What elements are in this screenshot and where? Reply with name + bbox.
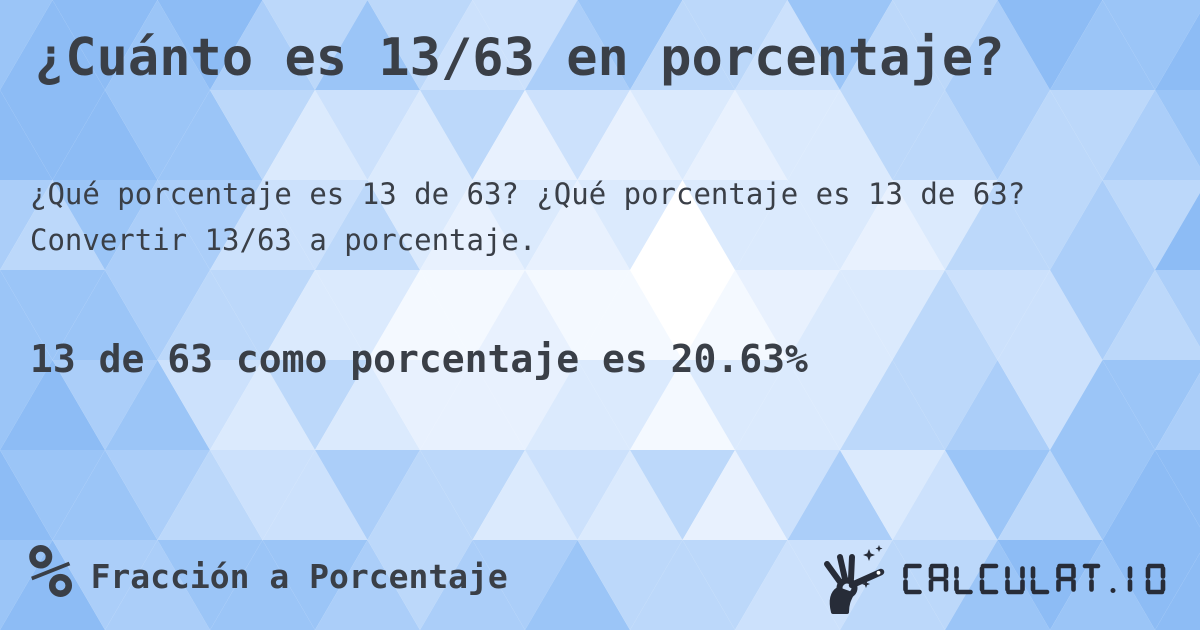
brand-logotype xyxy=(903,563,1166,595)
page-title: ¿Cuánto es 13/63 en porcentaje? xyxy=(34,28,1005,88)
percent-icon: % xyxy=(28,529,73,615)
category-label: Fracción a Porcentaje xyxy=(90,556,508,596)
brand-logo xyxy=(824,545,1166,614)
magic-wand-hand-icon xyxy=(824,545,885,614)
category-badge: % Fracción a Porcentaje xyxy=(28,529,508,616)
page-description: ¿Qué porcentaje es 13 de 63? ¿Qué porcen… xyxy=(30,177,1026,257)
answer-text: 13 de 63 como porcentaje es 20.63% xyxy=(30,337,808,381)
